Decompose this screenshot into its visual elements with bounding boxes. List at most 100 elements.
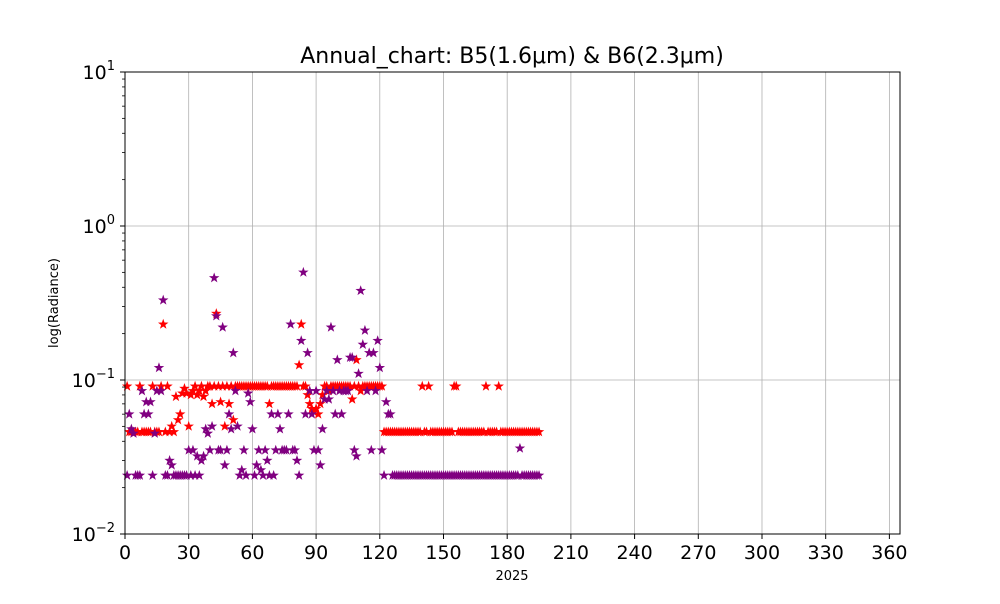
- data-point-series-2: [141, 396, 152, 407]
- data-point-series-1: [421, 426, 432, 437]
- data-point-series-1: [174, 408, 186, 419]
- data-point-series-2: [240, 469, 252, 480]
- data-point-series-1: [315, 398, 326, 409]
- data-point-series-2: [325, 321, 337, 332]
- data-point-series-2: [151, 385, 163, 396]
- data-point-series-2: [289, 444, 301, 455]
- x-tick-label: 270: [680, 542, 716, 564]
- data-point-series-2: [370, 385, 381, 396]
- data-point-series-2: [249, 469, 260, 480]
- data-point-series-2: [234, 469, 245, 480]
- chart-title: Annual_chart: B5(1.6μm) & B6(2.3μm): [300, 44, 724, 69]
- y-tick-label: 10−1: [72, 367, 115, 392]
- data-point-series-1: [480, 380, 492, 391]
- data-point-series-2: [251, 459, 262, 470]
- data-point-series-2: [257, 469, 269, 480]
- data-point-series-2: [283, 408, 294, 419]
- data-point-series-2: [253, 444, 264, 455]
- data-point-series-2: [374, 362, 386, 373]
- data-point-series-2: [196, 455, 207, 465]
- data-point-series-1: [132, 426, 143, 437]
- data-point-series-2: [245, 396, 256, 407]
- data-point-series-1: [206, 398, 218, 409]
- data-point-series-2: [211, 310, 222, 321]
- data-point-series-2: [183, 444, 194, 455]
- data-point-series-2: [304, 385, 315, 396]
- data-point-series-2: [255, 464, 267, 475]
- data-point-series-2: [366, 444, 377, 455]
- y-tick-label: 10−2: [72, 521, 115, 546]
- data-point-series-2: [206, 420, 218, 431]
- data-point-series-2: [349, 444, 360, 455]
- data-point-series-2: [306, 408, 318, 419]
- data-point-series-2: [143, 408, 154, 419]
- data-point-series-2: [285, 318, 296, 329]
- y-axis: 10−2 10−1 100 101: [72, 59, 125, 546]
- data-point-series-1: [177, 387, 188, 398]
- data-point-series-2: [281, 444, 292, 455]
- data-point-series-1: [164, 426, 175, 437]
- data-point-series-2: [166, 459, 177, 470]
- data-point-series-2: [329, 408, 341, 419]
- x-tick-label: 60: [240, 542, 264, 564]
- data-point-series-1: [179, 383, 190, 393]
- data-point-series-2: [342, 385, 354, 396]
- data-point-series-2: [138, 408, 150, 419]
- data-point-series-2: [346, 352, 358, 362]
- data-point-series-2: [124, 408, 135, 419]
- data-point-series-2: [217, 321, 228, 332]
- data-point-series-1: [300, 380, 311, 391]
- data-point-series-2: [121, 469, 133, 480]
- data-point-series-2: [155, 385, 167, 396]
- data-point-series-2: [164, 455, 175, 465]
- data-point-series-2: [259, 444, 271, 455]
- data-point-series-1: [221, 380, 233, 391]
- data-point-series-1: [414, 426, 426, 437]
- data-point-series-1: [346, 393, 358, 404]
- data-point-series-1: [493, 380, 504, 391]
- data-point-series-1: [147, 380, 158, 391]
- data-point-series-2: [334, 385, 345, 396]
- data-point-series-2: [198, 450, 209, 461]
- data-point-series-1: [451, 380, 462, 391]
- y-axis-label: log(Radiance): [47, 258, 62, 348]
- grid-lines: [124, 71, 900, 535]
- data-point-series-2: [232, 420, 243, 431]
- data-point-series-2: [147, 469, 158, 480]
- data-point-series-2: [228, 347, 239, 358]
- data-point-series-2: [332, 354, 343, 365]
- data-point-series-1: [304, 398, 315, 409]
- data-point-series-1: [291, 380, 303, 391]
- data-point-series-1: [417, 380, 428, 391]
- data-point-series-2: [208, 272, 220, 283]
- data-point-series-1: [355, 385, 366, 396]
- data-point-series-1: [215, 396, 226, 407]
- data-point-series-2: [533, 469, 545, 480]
- data-point-series-2: [128, 427, 139, 438]
- data-point-series-2: [293, 469, 305, 480]
- data-point-series-2: [363, 347, 375, 358]
- data-point-series-2: [126, 423, 137, 434]
- data-point-series-1: [317, 389, 328, 400]
- data-point-series-2: [230, 385, 241, 396]
- data-point-series-1: [351, 354, 362, 365]
- data-points: [121, 266, 545, 480]
- data-point-series-1: [170, 391, 182, 402]
- x-tick-label: 240: [616, 542, 652, 564]
- data-point-series-2: [264, 469, 275, 480]
- data-point-series-1: [353, 380, 364, 391]
- data-point-series-2: [219, 459, 231, 470]
- data-point-series-2: [327, 385, 339, 396]
- data-point-series-2: [262, 455, 273, 465]
- data-point-series-2: [315, 459, 326, 470]
- x-tick-label: 0: [119, 542, 131, 564]
- data-point-series-1: [344, 380, 356, 391]
- x-axis-label: 2025: [495, 569, 528, 584]
- data-point-series-1: [121, 380, 133, 391]
- data-point-series-1: [187, 385, 199, 396]
- data-point-series-2: [200, 423, 211, 434]
- data-point-series-2: [238, 444, 250, 455]
- x-tick-label: 30: [177, 542, 201, 564]
- data-point-series-2: [157, 294, 169, 305]
